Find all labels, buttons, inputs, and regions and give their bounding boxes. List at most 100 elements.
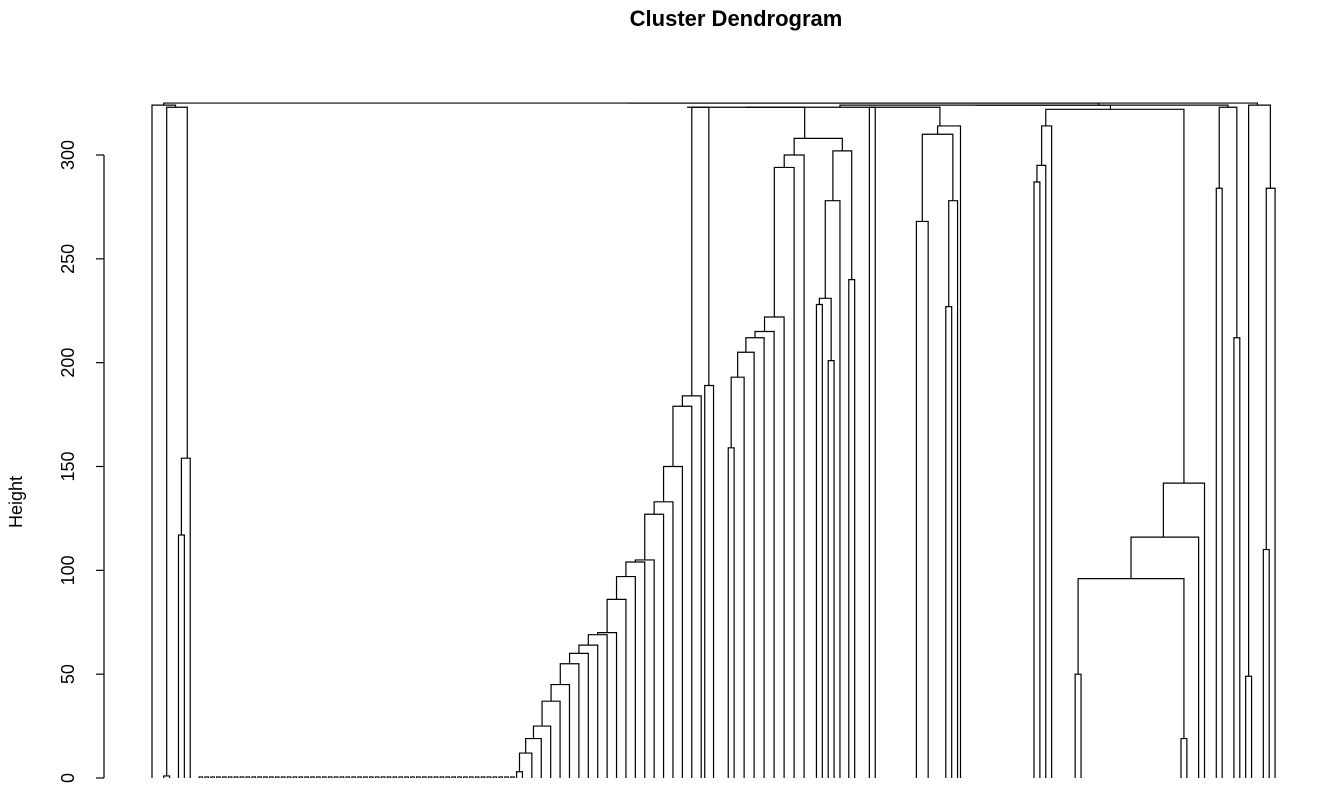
dendrogram-link xyxy=(333,776,339,778)
dendrogram-link xyxy=(1248,104,1271,677)
dendrogram-link xyxy=(151,104,177,778)
dendrogram-link xyxy=(486,776,492,778)
y-tick-label: 200 xyxy=(58,348,78,378)
dendrogram-link xyxy=(198,776,204,778)
dendrogram-link xyxy=(298,776,304,778)
dendrogram-link xyxy=(1218,106,1238,338)
dendrogram-link xyxy=(163,775,171,778)
dendrogram-link xyxy=(421,776,427,778)
dendrogram-link xyxy=(221,776,227,778)
dendrogram-link xyxy=(474,776,480,778)
dendrogram-link xyxy=(625,561,646,778)
dendrogram-link xyxy=(515,771,524,778)
dendrogram-link xyxy=(180,457,191,778)
dendrogram-link xyxy=(1033,181,1041,778)
dendrogram-link xyxy=(1045,108,1185,484)
dendrogram-link xyxy=(827,359,835,778)
dendrogram-link xyxy=(504,776,509,778)
dendrogram-link xyxy=(321,776,327,778)
dendrogram-link xyxy=(386,776,392,778)
dendrogram-link xyxy=(374,776,380,778)
dendrogram-link xyxy=(327,776,333,778)
dendrogram-link xyxy=(380,776,386,778)
dendrogram-link xyxy=(233,776,239,778)
dendrogram-link xyxy=(463,776,468,778)
dendrogram-link xyxy=(525,737,542,778)
dendrogram-link xyxy=(745,106,941,126)
dendrogram-link xyxy=(392,776,398,778)
y-axis-label: Height xyxy=(6,476,26,528)
dendrogram-link xyxy=(815,303,823,778)
dendrogram-link xyxy=(1233,337,1241,778)
dendrogram-link xyxy=(468,776,474,778)
dendrogram-link xyxy=(457,776,462,778)
y-tick-label: 150 xyxy=(58,451,78,481)
dendrogram-link xyxy=(492,776,498,778)
dendrogram-link xyxy=(915,220,929,778)
dendrogram-link xyxy=(292,776,298,778)
dendrogram-link xyxy=(672,405,693,778)
dendrogram-link xyxy=(251,776,257,778)
dendrogram-link xyxy=(368,776,374,778)
dendrogram-link xyxy=(1036,164,1047,778)
dendrogram-link xyxy=(1215,187,1223,778)
dendrogram-link xyxy=(263,776,268,778)
dendrogram-link xyxy=(451,776,457,778)
dendrogram-link xyxy=(363,776,368,778)
dendrogram-link xyxy=(398,776,404,778)
dendrogram-link xyxy=(628,102,1259,106)
dendrogram-link xyxy=(345,776,351,778)
dendrogram-link xyxy=(727,447,735,778)
dendrogram-link xyxy=(1245,675,1253,778)
dendrogram-link xyxy=(433,776,439,778)
dendrogram-link xyxy=(280,776,286,778)
dendrogram-link xyxy=(404,776,409,778)
dendrogram-link xyxy=(704,384,715,778)
dendrogram-link xyxy=(257,776,262,778)
dendrogram-link xyxy=(532,725,552,778)
dendrogram-link xyxy=(245,776,251,778)
y-axis: 0 50 100 150 200 250 300 xyxy=(58,140,105,783)
dendrogram-link xyxy=(936,125,962,778)
dendrogram-link xyxy=(745,337,765,778)
dendrogram-link xyxy=(310,776,315,778)
dendrogram-link xyxy=(691,106,710,396)
dendrogram-link xyxy=(239,776,245,778)
dendrogram-links xyxy=(151,102,1276,778)
dendrogram-link xyxy=(1265,187,1276,778)
dendrogram-link xyxy=(416,776,421,778)
dendrogram-link xyxy=(975,104,1229,108)
dendrogram-link xyxy=(832,150,853,280)
dendrogram-link xyxy=(427,776,433,778)
dendrogram-link xyxy=(818,297,832,361)
dendrogram-link xyxy=(945,305,953,778)
dendrogram-link xyxy=(274,776,280,778)
dendrogram-link xyxy=(848,279,856,778)
y-tick-label: 0 xyxy=(58,773,78,783)
dendrogram-link xyxy=(737,351,755,778)
dendrogram-link xyxy=(227,776,233,778)
y-tick-label: 300 xyxy=(58,140,78,170)
dendrogram-link xyxy=(269,776,274,778)
dendrogram-link xyxy=(316,776,321,778)
y-tick-label: 250 xyxy=(58,244,78,274)
dendrogram-link xyxy=(439,776,445,778)
y-tick-label: 100 xyxy=(58,555,78,585)
dendrogram-link xyxy=(1130,536,1200,778)
dendrogram-link xyxy=(177,534,185,778)
dendrogram-link xyxy=(210,776,215,778)
dendrogram-link xyxy=(1074,673,1082,778)
dendrogram-link xyxy=(1262,548,1270,778)
chart-title: Cluster Dendrogram xyxy=(630,6,843,31)
dendrogram-link xyxy=(410,776,415,778)
dendrogram-link xyxy=(868,106,876,778)
dendrogram-link xyxy=(824,200,841,778)
dendrogram-link xyxy=(730,376,745,778)
dendrogram-link xyxy=(357,776,362,778)
dendrogram-link xyxy=(166,106,188,776)
dendrogram-link xyxy=(754,330,775,778)
dendrogram-link xyxy=(351,776,357,778)
dendrogram-link xyxy=(445,776,451,778)
dendrogram-link xyxy=(1041,125,1053,778)
